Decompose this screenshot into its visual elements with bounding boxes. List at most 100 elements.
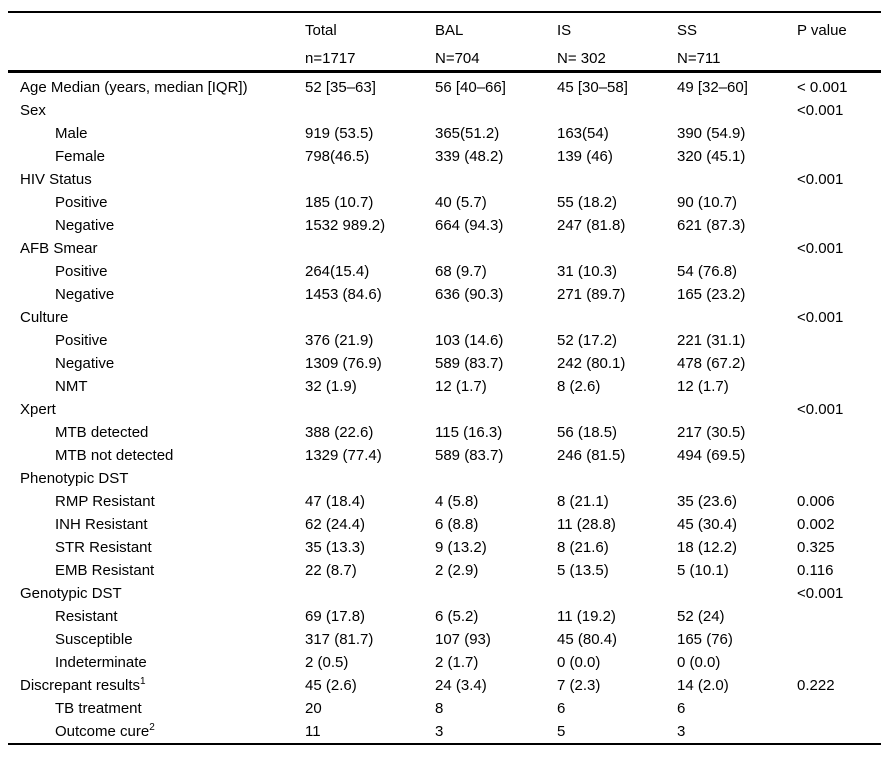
cell-variable: EMB Resistant <box>8 559 305 582</box>
table-row: Indeterminate 2 (0.5) 2 (1.7) 0 (0.0) 0 (0.0… <box>8 651 881 674</box>
cell-variable: Indeterminate <box>8 651 305 674</box>
cell-variable: AFB Smear <box>8 237 305 260</box>
cell-ss <box>677 582 797 605</box>
cell-variable: Resistant <box>8 605 305 628</box>
cell-bal <box>435 582 557 605</box>
cell-ss: 6 <box>677 699 686 717</box>
row-label: Discrepant results <box>20 676 141 694</box>
cell-pvalue: <0.001 <box>797 400 844 418</box>
cell-is: 139 (46) <box>557 147 613 165</box>
row-label: Resistant <box>55 607 118 625</box>
row-label: Male <box>55 124 88 142</box>
cell-is: 8 (21.1) <box>557 492 609 510</box>
cell-bal: 365(51.2) <box>435 124 500 142</box>
table-row: Positive 264(15.4) 68 (9.7) 31 (10.3) 54 (76… <box>8 260 881 283</box>
cell-pvalue <box>797 122 881 145</box>
cell-is: 8 (21.6) <box>557 538 609 556</box>
cell-ss: 217 (30.5) <box>677 423 746 441</box>
cell-variable: HIV Status <box>8 168 305 191</box>
cell-total: 376 (21.9) <box>305 331 374 349</box>
cell-total: 1309 (76.9) <box>305 354 382 372</box>
cell-ss: 54 (76.8) <box>677 262 738 280</box>
cell-pvalue <box>797 191 881 214</box>
cell-ss: 494 (69.5) <box>677 446 746 464</box>
cell-total: 1532 989.2) <box>305 216 386 234</box>
table-row: Phenotypic DST <box>8 467 881 490</box>
cell-pvalue <box>797 651 881 674</box>
cell-bal: 2 (1.7) <box>435 653 479 671</box>
row-label: Sex <box>20 101 46 119</box>
cell-bal <box>435 237 557 260</box>
row-label: Female <box>55 147 106 165</box>
cell-pvalue: 0.006 <box>797 492 835 510</box>
column-header-pvalue: P value <box>797 12 881 71</box>
column-header-sub: n=1717 <box>305 50 356 67</box>
cell-total: 2 (0.5) <box>305 653 349 671</box>
cell-is: 8 (2.6) <box>557 377 601 395</box>
cell-bal: 115 (16.3) <box>435 423 503 441</box>
row-label: MTB detected <box>55 423 149 441</box>
cell-bal <box>435 168 557 191</box>
row-label: Outcome cure <box>55 722 150 740</box>
cell-is: 5 <box>557 722 566 740</box>
cell-variable: Female <box>8 145 305 168</box>
cell-ss: 221 (31.1) <box>677 331 746 349</box>
cell-total <box>305 168 435 191</box>
cell-is: 31 (10.3) <box>557 262 618 280</box>
cell-bal: 24 (3.4) <box>435 676 487 694</box>
cell-bal <box>435 306 557 329</box>
cell-total: 52 [35–63] <box>305 78 376 96</box>
cell-is <box>557 99 677 122</box>
cell-variable: Sex <box>8 99 305 122</box>
cell-total: 264(15.4) <box>305 262 370 280</box>
cell-is <box>557 467 677 490</box>
table-row: Positive 376 (21.9) 103 (14.6) 52 (17.2) 221… <box>8 329 881 352</box>
cell-bal: 6 (8.8) <box>435 515 479 533</box>
cell-is: 271 (89.7) <box>557 285 626 303</box>
table-row: Sex <0.001 <box>8 99 881 122</box>
table-row: EMB Resistant 22 (8.7) 2 (2.9) 5 (13.5) 5 (1… <box>8 559 881 582</box>
cell-is <box>557 398 677 421</box>
column-header-sub: N=711 <box>677 50 721 67</box>
row-label: Positive <box>55 262 108 280</box>
cell-pvalue: 0.222 <box>797 676 835 694</box>
header-row: Total n=1717 BAL N=704 IS N= 302 SS N=71… <box>8 12 881 71</box>
cell-is <box>557 582 677 605</box>
cell-is <box>557 168 677 191</box>
row-label: Negative <box>55 354 115 372</box>
table-row: MTB not detected 1329 (77.4) 589 (83.7) 246… <box>8 444 881 467</box>
cell-variable: STR Resistant <box>8 536 305 559</box>
cell-total: 35 (13.3) <box>305 538 366 556</box>
cell-total: 1329 (77.4) <box>305 446 382 464</box>
cell-is <box>557 306 677 329</box>
table-row: Susceptible 317 (81.7) 107 (93) 45 (80.4) 16… <box>8 628 881 651</box>
cell-pvalue: <0.001 <box>797 170 844 188</box>
cell-total <box>305 306 435 329</box>
cell-ss <box>677 237 797 260</box>
cell-variable: Positive <box>8 260 305 283</box>
row-label: Age Median (years, median [IQR]) <box>20 78 248 96</box>
column-header-total: Total n=1717 <box>305 12 435 71</box>
cell-total: 69 (17.8) <box>305 607 366 625</box>
table-row: STR Resistant 35 (13.3) 9 (13.2) 8 (21.6) 18… <box>8 536 881 559</box>
row-label: AFB Smear <box>20 239 98 257</box>
cell-bal: 9 (13.2) <box>435 538 487 556</box>
column-header-sub: N=704 <box>435 50 480 67</box>
cell-bal: 6 (5.2) <box>435 607 479 625</box>
cell-bal: 107 (93) <box>435 630 491 648</box>
row-label: Xpert <box>20 400 56 418</box>
cell-pvalue: <0.001 <box>797 239 844 257</box>
row-label: HIV Status <box>20 170 92 188</box>
cell-is: 11 (19.2) <box>557 607 616 625</box>
cell-pvalue: <0.001 <box>797 101 844 119</box>
cell-pvalue <box>797 145 881 168</box>
cell-variable: Age Median (years, median [IQR]) <box>8 71 305 99</box>
cell-total <box>305 237 435 260</box>
row-label: RMP Resistant <box>55 492 155 510</box>
cell-ss: 320 (45.1) <box>677 147 746 165</box>
cell-pvalue <box>797 214 881 237</box>
cell-total: 919 (53.5) <box>305 124 374 142</box>
cell-bal: 589 (83.7) <box>435 446 504 464</box>
cell-ss: 49 [32–60] <box>677 78 748 96</box>
cell-variable: MTB detected <box>8 421 305 444</box>
